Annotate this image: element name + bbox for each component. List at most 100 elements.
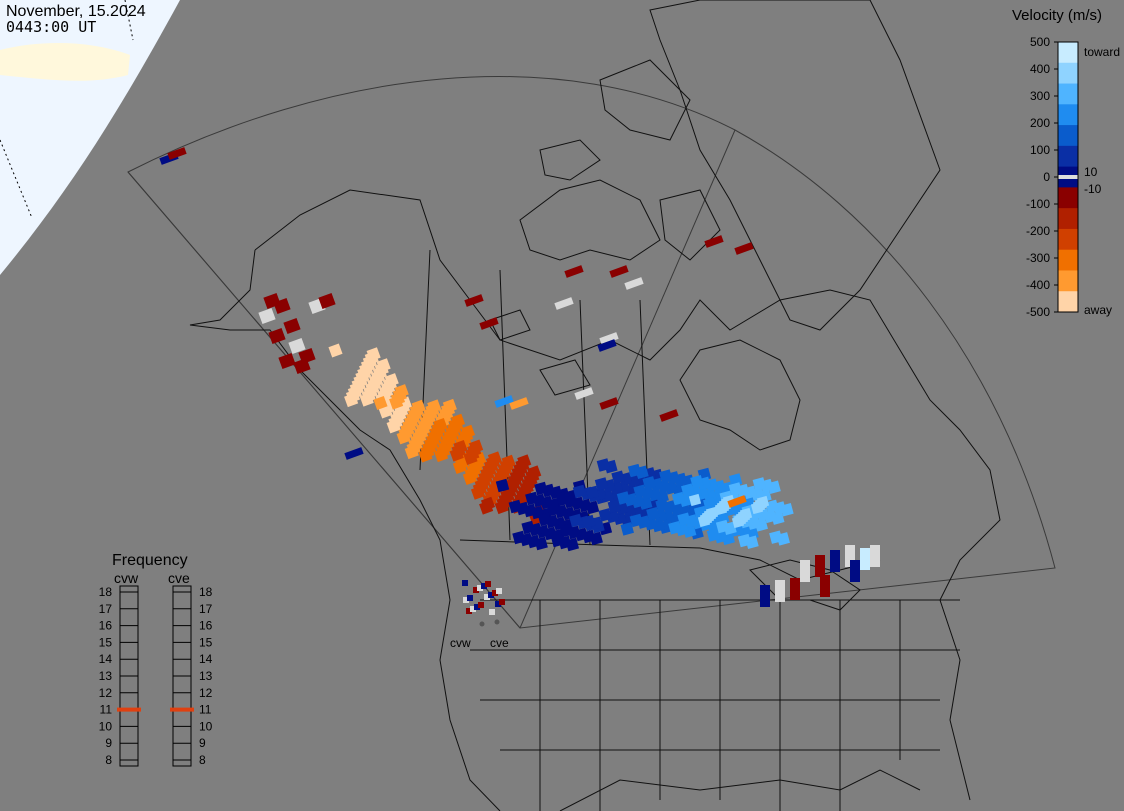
date-label: November, 15.2024 — [6, 3, 146, 20]
velocity-cell — [288, 337, 306, 355]
velocity-tick-label: -100 — [1026, 197, 1050, 211]
frequency-marker-cve — [170, 707, 194, 712]
frequency-column-cve: cve — [168, 570, 190, 586]
velocity-cell — [508, 499, 523, 514]
velocity-cell — [585, 485, 600, 500]
velocity-cell — [765, 499, 779, 514]
velocity-cell — [714, 502, 728, 516]
velocity-cell — [646, 506, 660, 521]
frequency-level-label: 10 — [99, 719, 113, 733]
velocity-cell — [769, 530, 783, 544]
velocity-cell — [521, 520, 535, 535]
velocity-color-step — [1058, 270, 1078, 292]
velocity-cell — [418, 448, 433, 463]
velocity-color-step — [1058, 145, 1078, 168]
velocity-cell — [537, 512, 552, 527]
velocity-cell — [597, 339, 617, 352]
frequency-level-label: 13 — [199, 669, 213, 683]
velocity-cell — [659, 469, 673, 483]
velocity-color-step — [1058, 83, 1078, 105]
velocity-tick-label: 400 — [1030, 62, 1050, 76]
velocity-cell — [734, 242, 754, 255]
velocity-cell — [731, 515, 745, 529]
velocity-cell — [278, 352, 296, 370]
velocity-color-step — [1058, 42, 1078, 64]
velocity-cell — [655, 498, 669, 513]
velocity-away-label: away — [1084, 303, 1112, 317]
velocity-cell — [611, 470, 625, 485]
velocity-cells — [159, 147, 880, 615]
velocity-cell — [554, 297, 574, 310]
velocity-tick-labels: 500 400 300 200 100 0 -100 -200 -300 -400 -500 — [1026, 35, 1058, 319]
velocity-cell — [481, 583, 487, 589]
frequency-level-label: 12 — [199, 686, 213, 700]
frequency-panel: Frequency cvw cve 1817161514131211109818… — [99, 552, 213, 767]
velocity-cell — [737, 533, 752, 548]
velocity-cell — [488, 592, 494, 598]
velocity-color-step — [1058, 249, 1078, 271]
velocity-cell — [790, 578, 800, 600]
velocity-cell — [677, 512, 691, 527]
velocity-cell — [359, 392, 374, 407]
radar-site-cve — [494, 619, 500, 625]
velocity-cell — [449, 447, 464, 462]
frequency-level-label: 8 — [105, 753, 112, 767]
velocity-tick-label: 0 — [1043, 170, 1050, 184]
velocity-zero-band — [1058, 175, 1078, 179]
velocity-cell — [492, 590, 498, 596]
velocity-cell — [620, 522, 634, 536]
velocity-color-step — [1058, 62, 1078, 85]
velocity-cell — [495, 601, 501, 607]
velocity-cell — [596, 458, 611, 472]
velocity-cell — [434, 448, 449, 463]
velocity-cell — [668, 520, 682, 535]
frequency-level-label: 13 — [99, 669, 113, 683]
velocity-cell — [569, 513, 583, 528]
velocity-cell — [550, 533, 565, 548]
velocity-cell — [494, 500, 509, 515]
velocity-tick-label: -300 — [1026, 251, 1050, 265]
velocity-cell — [167, 147, 187, 160]
velocity-cell — [607, 499, 622, 514]
velocity-cell — [525, 491, 539, 506]
velocity-cell — [263, 292, 281, 310]
velocity-cell — [564, 265, 584, 278]
velocity-cell — [760, 585, 770, 607]
velocity-cell — [659, 409, 679, 422]
velocity-cell — [690, 474, 704, 489]
frequency-level-label: 16 — [99, 619, 113, 633]
velocity-cell — [484, 594, 490, 600]
coastlines — [189, 0, 1001, 811]
velocity-tick-label: 300 — [1030, 89, 1050, 103]
velocity-cell — [258, 307, 276, 325]
velocity-cell — [845, 545, 855, 567]
frequency-level-label: 15 — [99, 635, 113, 649]
velocity-color-step — [1058, 104, 1078, 126]
velocity-cell — [479, 317, 499, 330]
velocity-cell — [715, 519, 730, 534]
velocity-cell — [830, 550, 840, 572]
velocity-cell — [463, 450, 478, 466]
radar-site-cvw — [479, 621, 485, 627]
velocity-cell — [318, 292, 336, 310]
velocity-cell — [728, 482, 743, 496]
velocity-cell — [609, 265, 629, 278]
velocity-cell — [599, 332, 619, 345]
velocity-cell — [556, 492, 570, 507]
velocity-colorbar — [1057, 41, 1079, 313]
velocity-cell — [478, 602, 484, 608]
velocity-cell — [750, 501, 764, 515]
velocity-tick-label: 200 — [1030, 116, 1050, 130]
velocity-cell — [467, 595, 473, 601]
velocity-cell — [559, 523, 574, 538]
fov-outline — [127, 76, 1056, 629]
velocity-color-step — [1058, 228, 1078, 251]
velocity-cell — [328, 343, 343, 358]
velocity-cell — [727, 495, 747, 508]
velocity-cell — [616, 491, 631, 505]
frequency-level-label: 10 — [199, 719, 213, 733]
velocity-cell — [389, 395, 404, 410]
velocity-cell — [477, 585, 483, 591]
frequency-level-label: 11 — [199, 703, 212, 717]
